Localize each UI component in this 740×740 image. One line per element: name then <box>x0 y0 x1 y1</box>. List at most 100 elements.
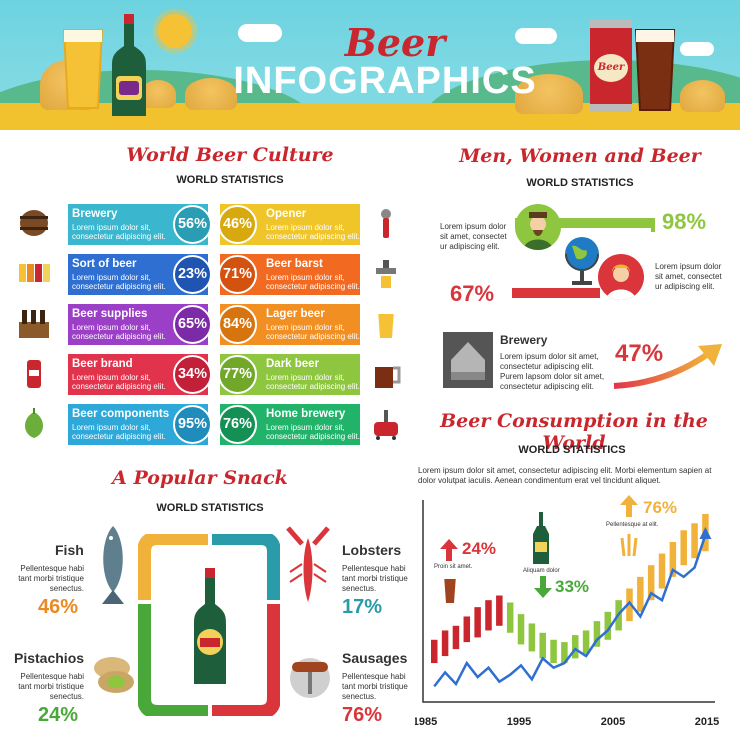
callout-3-note: Pellentesque at elit. <box>606 522 659 528</box>
snack-lobsters-percent: 17% <box>342 596 383 618</box>
chart-bar <box>496 595 503 626</box>
stat-bar-left-3: Beer brand Lorem ipsum dolor sit, consect… <box>68 354 212 395</box>
snack-title: A Popular Snack <box>112 467 288 489</box>
chart-bar <box>691 523 698 559</box>
arrow-up-icon <box>620 495 638 517</box>
women-text: Lorem ipsum dolor sit amet, consectet ur… <box>655 262 722 291</box>
snack-pistachios-text: Pellentesque habi tant morbi tristique s… <box>18 672 84 701</box>
arrow-up-icon <box>440 539 458 561</box>
stat-title: Beer barst <box>266 258 323 270</box>
header-banner: Beer Beer INFOGRAPHICS <box>0 0 740 130</box>
stat-text: Lorem ipsum dolor sit, consectetur adipi… <box>72 423 166 441</box>
stat-bar-left-1: Sort of beer Lorem ipsum dolor sit, conse… <box>68 254 212 295</box>
chart-bar <box>441 630 449 657</box>
stat-bar-left-2: Beer supplies Lorem ipsum dolor sit, cons… <box>68 304 212 345</box>
stat-title: Home brewery <box>266 408 346 420</box>
man-icon <box>523 212 553 250</box>
page-title: Beer <box>344 20 446 65</box>
beer-bottle-icon <box>112 14 146 116</box>
beer-glass-icon <box>444 575 456 603</box>
stat-percent: 95% <box>173 405 212 444</box>
chart-bar <box>528 623 536 652</box>
brewery-tank-icon <box>443 332 493 388</box>
callout-1-percent: 24% <box>462 539 497 558</box>
beer-tap-icon <box>376 260 396 288</box>
beer-bottle-icon <box>194 568 226 684</box>
stat-title: Brewery <box>72 208 118 220</box>
stat-text: Lorem ipsum dolor sit, consectetur adipi… <box>266 373 360 391</box>
page-subtitle: INFOGRAPHICS <box>233 60 537 102</box>
stat-bar-right-2: Lager beer Lorem ipsum dolor sit, consect… <box>218 304 360 345</box>
stat-text: Lorem ipsum dolor sit, consectetur adipi… <box>72 223 166 241</box>
women-percent: 67% <box>450 281 495 306</box>
men-bar-end <box>630 218 655 232</box>
stat-text: Lorem ipsum dolor sit, consectetur adipi… <box>266 223 360 241</box>
cloud-icon <box>515 28 557 44</box>
stat-percent: 71% <box>218 255 257 294</box>
sun-icon <box>158 14 192 48</box>
callout-3-percent: 76% <box>643 498 678 517</box>
barrel-icon <box>20 210 48 236</box>
chart-bar <box>604 611 612 640</box>
chart-x-tick-label: 1985 <box>415 716 437 728</box>
men-text: Lorem ipsum dolor sit amet, consectet ur… <box>440 222 507 251</box>
consumption-text: Lorem ipsum dolor sit amet, consectetur … <box>418 466 712 485</box>
chart-bar <box>506 602 514 633</box>
cloud-icon <box>238 24 282 42</box>
woman-avatar <box>598 254 644 300</box>
chart-x-tick-label: 1995 <box>507 716 531 728</box>
stat-text: Lorem ipsum dolor sit, consectetur adipi… <box>72 273 166 291</box>
beer-can-icon <box>590 20 632 112</box>
snack-pistachios-name: Pistachios <box>14 650 85 666</box>
stat-title: Beer supplies <box>72 308 148 320</box>
stat-title: Beer brand <box>72 358 133 370</box>
men-percent: 98% <box>662 209 707 234</box>
snack-pistachios-percent: 24% <box>38 704 79 726</box>
consumption-subtitle: WORLD STATISTICS <box>518 444 626 456</box>
beer-crate-icon <box>19 310 49 338</box>
stat-percent: 84% <box>218 305 257 344</box>
stat-bar-left-0: Brewery Lorem ipsum dolor sit, consectetu… <box>68 204 212 245</box>
beer-can-icon <box>27 360 41 388</box>
chart-bar <box>593 621 601 647</box>
snack-fish-text: Pellentesque habi tant morbi tristique s… <box>18 564 84 593</box>
snack-lobsters-text: Pellentesque habi tant morbi tristique s… <box>342 564 408 593</box>
stat-bar-left-4: Beer components Lorem ipsum dolor sit, co… <box>68 404 212 445</box>
snack-sausages-percent: 76% <box>342 704 383 726</box>
snack-frame <box>138 534 280 716</box>
chart-bar <box>582 630 590 654</box>
stat-percent: 46% <box>218 205 257 244</box>
chart-bar <box>485 600 492 631</box>
brewery-title: Brewery <box>500 333 548 347</box>
stat-text: Lorem ipsum dolor sit, consectetur adipi… <box>72 323 166 341</box>
culture-subtitle: WORLD STATISTICS <box>176 174 284 186</box>
growth-arrow-icon <box>613 344 722 389</box>
chart-bar <box>626 588 633 622</box>
snack-lobsters-name: Lobsters <box>342 542 402 558</box>
snack-sausages-name: Sausages <box>342 650 408 666</box>
chart-bar <box>680 530 687 566</box>
stat-title: Beer components <box>72 408 170 420</box>
stat-bar-right-3: Dark beer Lorem ipsum dolor sit, consecte… <box>218 354 360 395</box>
beer-bottle-icon <box>533 512 549 564</box>
chart-bar <box>561 642 568 664</box>
chart-line <box>433 534 707 688</box>
chart-bar <box>572 635 579 659</box>
consumption-title: Beer Consumption in the World <box>440 410 708 454</box>
stat-percent: 77% <box>218 355 257 394</box>
dark-beer-glass-icon <box>634 29 676 111</box>
snack-sausages-text: Pellentesque habi tant morbi tristique s… <box>342 672 408 701</box>
stat-percent: 56% <box>173 205 212 244</box>
stat-percent: 23% <box>173 255 212 294</box>
chart-bar <box>550 639 557 664</box>
cloud-icon <box>680 42 714 56</box>
haystack-icon <box>680 80 725 112</box>
pistachio-icon <box>94 657 134 693</box>
sausage-plate-icon <box>290 658 330 698</box>
men-bar <box>515 218 655 228</box>
stat-text: Lorem ipsum dolor sit, consectetur adipi… <box>72 373 166 391</box>
callout-2-note: Aliquam dolor <box>523 568 560 574</box>
snack-fish-name: Fish <box>55 542 84 558</box>
culture-title: World Beer Culture <box>126 144 334 166</box>
chart-bar <box>637 576 644 612</box>
